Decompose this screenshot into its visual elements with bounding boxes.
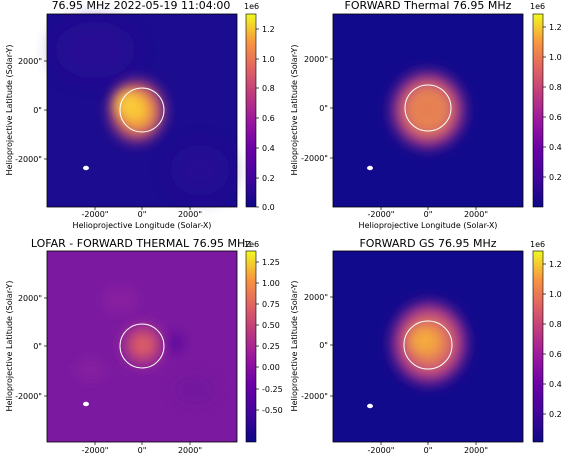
plot-area bbox=[46, 13, 238, 208]
panel-forward-thermal: FORWARD Thermal 76.95 MHz -2000" 0" 2000… bbox=[290, 0, 562, 230]
y-tick-label: -2000" bbox=[15, 155, 42, 164]
solar-limb bbox=[119, 323, 165, 369]
y-tick-label: 2000" bbox=[18, 57, 42, 66]
x-tick-label: 0" bbox=[138, 210, 147, 219]
y-axis-label: Helioprojective Latitude (Solar-Y) bbox=[5, 45, 14, 176]
y-tick-label: 2000" bbox=[304, 55, 328, 64]
solar-limb bbox=[404, 84, 452, 132]
y-tick-label: -2000" bbox=[301, 154, 328, 163]
negative-region bbox=[164, 327, 188, 359]
colorbar-tick-label: 0.2 bbox=[549, 173, 562, 182]
panel-title: FORWARD GS 76.95 MHz bbox=[359, 237, 496, 250]
colorbar-tick-label: 0.2 bbox=[549, 410, 562, 419]
y-tick-label: 2000" bbox=[18, 294, 42, 303]
x-tick-label: 2000" bbox=[178, 210, 202, 219]
colorbar-tick-label: 1.2 bbox=[262, 25, 275, 34]
colorbar-tick-label: 0.00 bbox=[262, 363, 280, 372]
y-tick-label: 2000" bbox=[304, 293, 328, 302]
panel-title: FORWARD Thermal 76.95 MHz bbox=[345, 0, 512, 12]
x-axis: -2000" 0" 2000" bbox=[368, 442, 488, 455]
x-tick-label: 2000" bbox=[464, 446, 488, 455]
colorbar: 1e6 1.25 1.00 0.75 0.50 0.25 0.00 -0.25 … bbox=[244, 240, 283, 443]
x-axis: -2000" 0" 2000" Helioprojective Longitud… bbox=[359, 207, 498, 230]
colorbar-exponent: 1e6 bbox=[244, 240, 259, 249]
plot-area bbox=[46, 250, 238, 443]
x-tick-label: 0" bbox=[424, 210, 433, 219]
colorbar-tick-label: 0.0 bbox=[262, 203, 275, 212]
panel-title: LOFAR - FORWARD THERMAL 76.95 MHz bbox=[31, 237, 251, 250]
panel-title: 76.95 MHz 2022-05-19 11:04:00 bbox=[52, 0, 231, 12]
colorbar-tick-label: -0.50 bbox=[262, 406, 283, 415]
plot-area bbox=[332, 13, 524, 208]
y-tick-label: 0" bbox=[33, 342, 42, 351]
colorbar-tick-label: 1.0 bbox=[262, 55, 275, 64]
panel-difference: LOFAR - FORWARD THERMAL 76.95 MHz -2000"… bbox=[5, 237, 283, 455]
x-tick-label: -2000" bbox=[368, 210, 395, 219]
y-axis-label: Helioprojective Latitude (Solar-Y) bbox=[290, 45, 299, 176]
solar-limb bbox=[403, 320, 453, 370]
beam-ellipse bbox=[83, 165, 89, 171]
x-tick-label: -2000" bbox=[368, 446, 395, 455]
y-tick-label: 0" bbox=[319, 341, 328, 350]
y-axis: 2000" 0" -2000" Helioprojective Latitude… bbox=[5, 45, 47, 176]
x-tick-label: -2000" bbox=[82, 210, 109, 219]
colorbar-tick-label: 0.8 bbox=[549, 320, 562, 329]
panel-lofar: 76.95 MHz 2022-05-19 11:04:00 -2000" 0" … bbox=[5, 0, 275, 230]
colorbar-tick-label: 0.25 bbox=[262, 342, 280, 351]
colorbar-tick-label: 0.6 bbox=[549, 350, 562, 359]
colorbar-tick-label: 0.4 bbox=[549, 380, 562, 389]
x-tick-label: 0" bbox=[424, 446, 433, 455]
colorbar-tick-label: 0.75 bbox=[262, 300, 280, 309]
colorbar-tick-label: 0.4 bbox=[549, 143, 562, 152]
colorbar-tick-label: 1.0 bbox=[549, 53, 562, 62]
x-axis: -2000" 0" 2000" Helioprojective Longitud… bbox=[73, 207, 212, 230]
colorbar: 1e6 1.2 1.0 0.8 0.6 0.4 0.2 bbox=[530, 2, 562, 208]
colorbar-tick-label: 0.50 bbox=[262, 321, 280, 330]
plot-area bbox=[332, 250, 524, 443]
radio-source bbox=[384, 64, 472, 156]
colorbar-tick-label: 1.00 bbox=[262, 279, 280, 288]
colorbar-exponent: 1e6 bbox=[244, 2, 259, 11]
colorbar-tick-label: 0.6 bbox=[262, 114, 275, 123]
y-axis-label: Helioprojective Latitude (Solar-Y) bbox=[5, 281, 14, 412]
x-tick-label: 0" bbox=[138, 446, 147, 455]
colorbar-exponent: 1e6 bbox=[530, 2, 545, 11]
colorbar: 1e6 1.2 1.0 0.8 0.6 0.4 0.2 0.0 bbox=[244, 2, 275, 212]
beam-ellipse bbox=[83, 401, 89, 407]
beam-ellipse bbox=[367, 165, 373, 171]
x-tick-label: 2000" bbox=[178, 446, 202, 455]
x-tick-label: -2000" bbox=[82, 446, 109, 455]
y-tick-label: 0" bbox=[33, 106, 42, 115]
colorbar-tick-label: -0.25 bbox=[262, 385, 283, 394]
colorbar-tick-label: 0.8 bbox=[262, 84, 275, 93]
y-tick-label: -2000" bbox=[15, 392, 42, 401]
colorbar-tick-label: 1.0 bbox=[549, 290, 562, 299]
colorbar-tick-label: 0.6 bbox=[549, 113, 562, 122]
y-tick-label: -2000" bbox=[301, 392, 328, 401]
x-axis: -2000" 0" 2000" bbox=[82, 442, 202, 455]
colorbar: 1e6 1.2 1.0 0.8 0.6 0.4 0.2 bbox=[530, 240, 562, 443]
colorbar-tick-label: 0.4 bbox=[262, 144, 275, 153]
panel-forward-gs: FORWARD GS 76.95 MHz -2000" 0" 2000" 200… bbox=[290, 237, 562, 455]
y-axis: 2000" 0" -2000" Helioprojective Latitude… bbox=[290, 281, 333, 412]
y-tick-label: 0" bbox=[319, 104, 328, 113]
y-axis-label: Helioprojective Latitude (Solar-Y) bbox=[290, 281, 299, 412]
colorbar-tick-label: 0.2 bbox=[262, 174, 275, 183]
radio-source bbox=[117, 319, 169, 371]
y-axis: 2000" 0" -2000" Helioprojective Latitude… bbox=[5, 281, 47, 412]
x-axis-label: Helioprojective Longitude (Solar-X) bbox=[73, 221, 212, 230]
colorbar-tick-label: 1.25 bbox=[262, 258, 280, 267]
solar-limb bbox=[119, 87, 165, 133]
colorbar-tick-label: 1.2 bbox=[549, 260, 562, 269]
colorbar-tick-label: 1.2 bbox=[549, 23, 562, 32]
colorbar-tick-label: 0.8 bbox=[549, 83, 562, 92]
x-tick-label: 2000" bbox=[464, 210, 488, 219]
y-axis: 2000" 0" -2000" Helioprojective Latitude… bbox=[290, 45, 333, 176]
colorbar-exponent: 1e6 bbox=[530, 240, 545, 249]
x-axis-label: Helioprojective Longitude (Solar-X) bbox=[359, 221, 498, 230]
beam-ellipse bbox=[367, 403, 373, 409]
